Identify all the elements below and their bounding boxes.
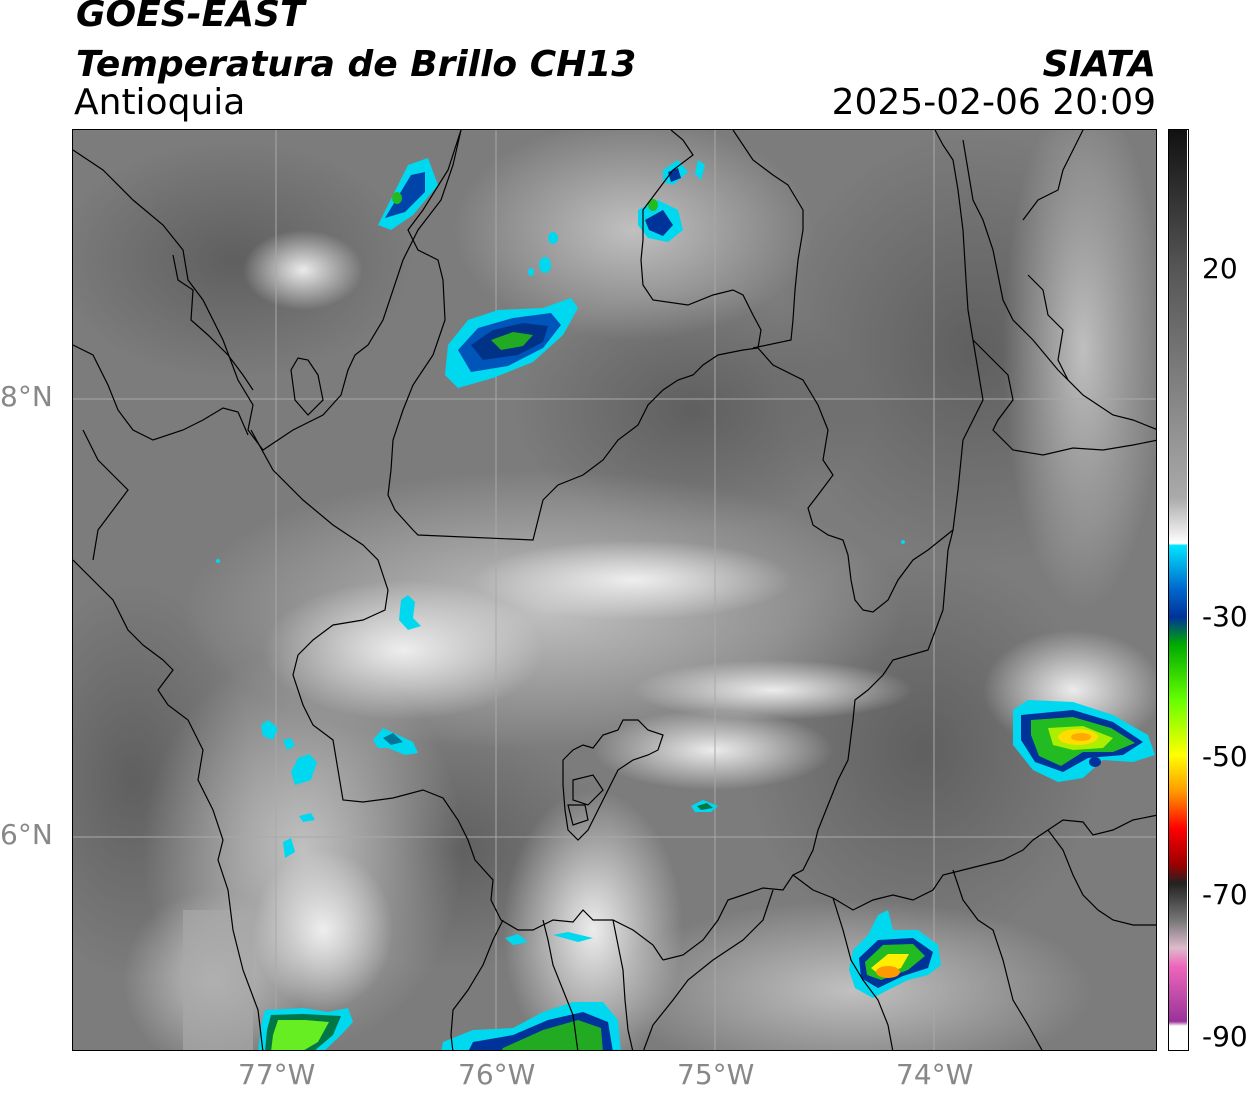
datetime-label: 2025-02-06 20:09 — [831, 82, 1156, 123]
boundaries — [73, 130, 1156, 1050]
scattered-cells — [216, 540, 905, 858]
colorbar-tick-minus90: -90 — [1202, 1020, 1248, 1053]
storm-cell-north-1 — [378, 158, 438, 230]
storm-cell-north-3 — [445, 232, 578, 388]
temperature-colorbar — [1168, 129, 1193, 1051]
storm-cell-southwest — [258, 1008, 353, 1050]
product-title: Temperatura de Brillo CH13 — [76, 44, 637, 85]
colorbar-tick-minus70: -70 — [1202, 878, 1248, 911]
lat-label-8n: 8°N — [0, 380, 53, 413]
storm-cell-east — [1013, 700, 1155, 782]
storm-cell-southeast — [849, 910, 941, 998]
lon-label-77w: 77°W — [238, 1058, 316, 1091]
lon-label-75w: 75°W — [677, 1058, 755, 1091]
region-label: Antioquia — [74, 82, 246, 123]
convective-cells — [216, 158, 1155, 1050]
organization-label: SIATA — [1042, 44, 1156, 85]
colorbar-tick-minus30: -30 — [1202, 600, 1248, 633]
colorbar-tick-20: 20 — [1202, 252, 1238, 285]
colorbar-gradient — [1169, 130, 1193, 1049]
graticule — [73, 130, 1156, 1050]
lon-label-74w: 74°W — [896, 1058, 974, 1091]
lon-label-76w: 76°W — [458, 1058, 536, 1091]
satellite-map[interactable] — [72, 129, 1157, 1051]
map-canvas — [73, 130, 1156, 1050]
colorbar-tick-minus50: -50 — [1202, 740, 1248, 773]
storm-cell-north-2 — [638, 160, 705, 242]
lat-label-6n: 6°N — [0, 818, 53, 851]
cloud-field — [73, 130, 1156, 1050]
satellite-title: GOES-EAST — [76, 0, 305, 35]
